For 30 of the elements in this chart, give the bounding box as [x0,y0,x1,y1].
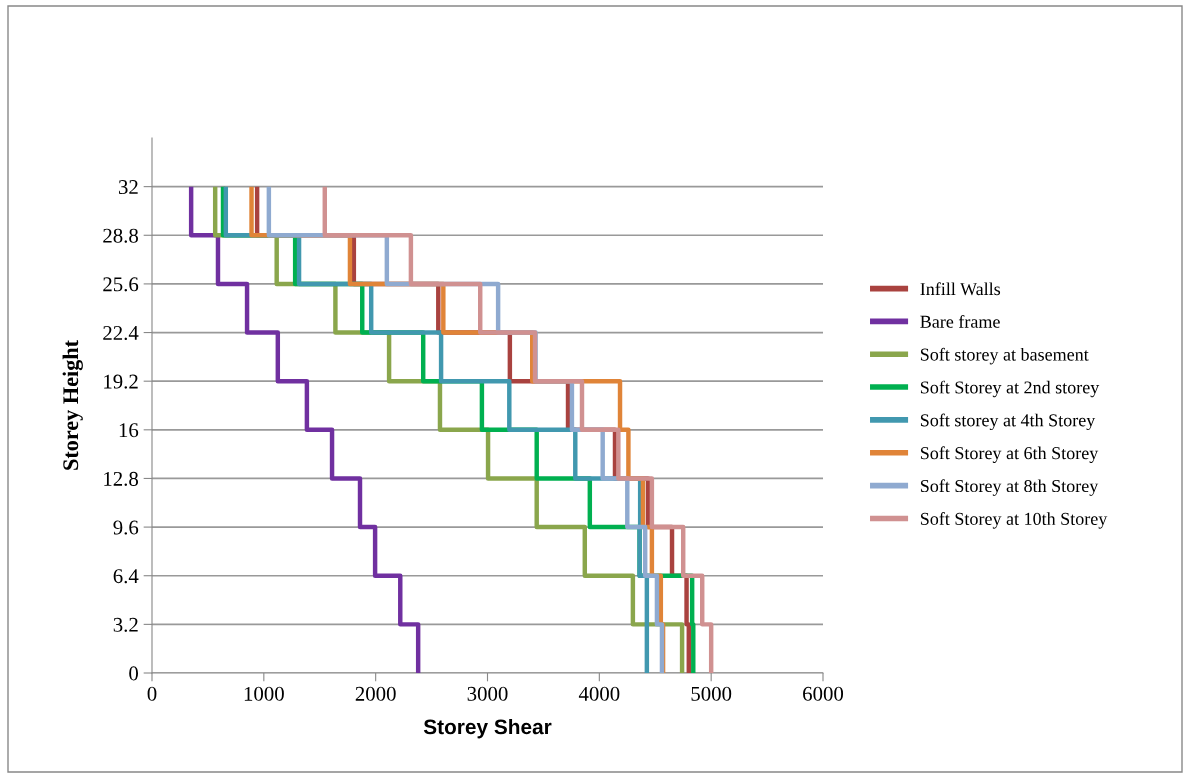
legend-label: Soft Storey at 6th Storey [920,446,1099,463]
x-tick-label: 3000 [467,686,508,701]
y-tick-label: 9.6 [113,520,139,535]
y-tick-label: 28.8 [103,228,139,243]
legend-label: Infill Walls [920,282,1001,296]
legend-label: Soft storey at 4th Storey [920,413,1096,431]
x-tick-label: 6000 [803,686,844,701]
y-tick-label: 0 [129,666,139,681]
y-tick-label: 19.2 [104,374,138,389]
x-tick-label: 1000 [244,686,284,701]
y-axis-title: Storey Height [62,340,83,470]
y-tick-label: 3.2 [113,617,138,632]
y-tick-label: 6.4 [113,569,139,584]
x-axis-title: Storey Shear [423,718,552,739]
y-tick-label: 12.8 [104,471,139,486]
line-series [188,184,421,673]
line-series [322,184,714,673]
x-tick-label: 2000 [355,686,396,701]
legend-label: Soft Storey at 10th Storey [920,512,1108,529]
y-tick-label: 25.6 [103,277,139,292]
legend-label: Soft storey at basement [920,347,1089,365]
y-tick-label: 22.4 [103,325,139,341]
x-tick-label: 0 [147,686,157,701]
legend-label: Bare frame [920,314,1000,328]
legend-label: Soft Storey at 2nd storey [920,380,1100,398]
y-tick-label: 16 [119,423,139,438]
x-tick-label: 4000 [578,686,620,701]
legend-label: Soft Storey at 8th Storey [920,479,1099,496]
x-tick-label: 5000 [691,686,732,701]
y-tick-label: 32 [118,180,138,195]
